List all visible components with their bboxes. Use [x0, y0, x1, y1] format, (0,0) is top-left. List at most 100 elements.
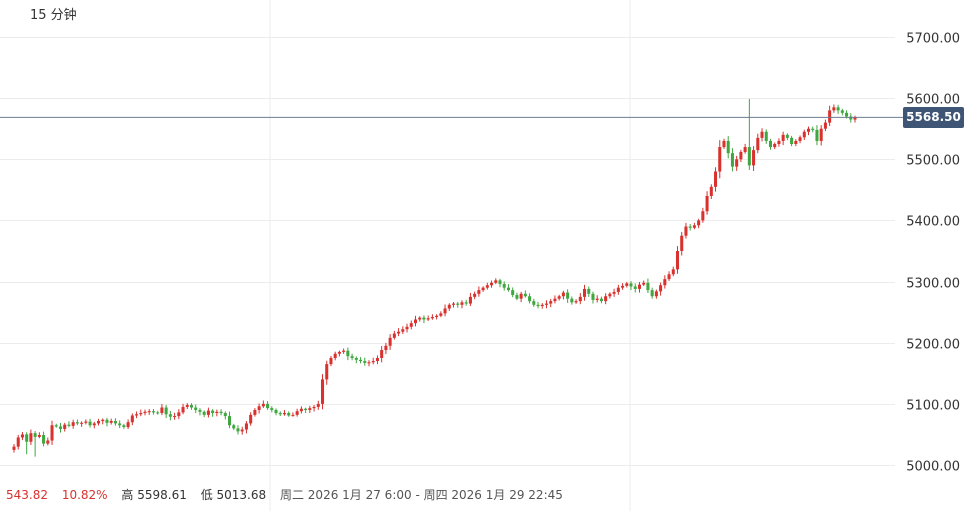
candle-body: [536, 304, 540, 307]
candle-body: [701, 211, 705, 221]
candle-body: [173, 416, 177, 418]
candle-body: [760, 131, 764, 138]
candle-body: [118, 423, 122, 426]
candle-body: [168, 414, 172, 417]
candle-body: [430, 317, 434, 319]
change-percent: 10.82%: [61, 488, 108, 502]
candle-body: [164, 407, 168, 415]
y-tick-label: 5000.00: [906, 460, 960, 475]
candle-body: [756, 137, 760, 151]
candle-body: [663, 279, 667, 286]
y-tick-label: 5300.00: [906, 277, 960, 292]
candle-body: [299, 408, 303, 412]
candle-body: [718, 147, 722, 172]
candle-body: [595, 298, 599, 300]
candle-body: [367, 362, 371, 364]
candle-body: [675, 251, 680, 270]
candle-body: [287, 413, 291, 416]
candle-body: [177, 412, 181, 417]
candle-body: [185, 405, 189, 407]
candle-body: [67, 424, 71, 426]
candle-body: [621, 285, 625, 288]
candle-body: [325, 364, 329, 380]
candle-body: [151, 411, 155, 413]
candle-body: [388, 337, 392, 346]
candle-body: [359, 359, 363, 362]
candle-body: [515, 295, 519, 299]
candle-body: [811, 128, 815, 130]
candle-body: [130, 415, 134, 423]
candle-body: [147, 411, 151, 413]
candle-body: [236, 428, 240, 432]
candle-body: [578, 296, 582, 302]
candle-body: [401, 329, 405, 332]
y-tick-label: 5600.00: [906, 93, 960, 108]
candle-body: [566, 292, 570, 299]
candle-body: [12, 446, 16, 450]
candle-body: [456, 303, 460, 305]
candle-body: [447, 304, 451, 309]
candle-body: [97, 420, 101, 424]
candle-body: [570, 298, 574, 303]
candle-body: [232, 425, 236, 429]
candle-body: [659, 285, 663, 292]
y-tick-label: 5700.00: [906, 32, 960, 47]
candle-body: [722, 140, 726, 148]
candle-body: [354, 358, 358, 360]
candle-body: [591, 293, 595, 300]
candle-body: [650, 290, 654, 297]
candle-body: [435, 315, 439, 318]
candle-body: [688, 226, 692, 228]
candle-body: [587, 288, 591, 294]
candle-body: [413, 319, 418, 324]
candle-body: [342, 350, 346, 352]
candle-body: [113, 420, 117, 424]
candle-body: [422, 317, 426, 320]
candle-body: [625, 283, 629, 286]
interval-label[interactable]: 15 分钟: [30, 8, 77, 23]
candle-body: [494, 280, 498, 283]
candle-body: [101, 419, 105, 421]
candle-body: [468, 296, 472, 304]
candle-body: [312, 406, 316, 409]
candle-body: [278, 413, 282, 415]
candle-body: [612, 291, 616, 294]
candle-body: [92, 423, 96, 426]
candle-body: [777, 140, 781, 144]
last-price-tag: 5568.50: [903, 106, 964, 128]
candle-body: [274, 409, 278, 414]
candle-body: [253, 409, 257, 415]
candle-body: [790, 137, 794, 144]
candle-body: [88, 421, 92, 426]
change-value: 543.82: [6, 488, 48, 502]
candle-body: [828, 110, 832, 123]
candle-body: [105, 419, 109, 423]
candle-body: [785, 134, 789, 138]
candle-body: [156, 412, 160, 414]
candle-body: [333, 353, 337, 358]
candle-body: [160, 407, 164, 414]
candle-body: [363, 361, 367, 363]
candle-body: [671, 269, 675, 275]
candle-body: [523, 293, 527, 297]
candle-body: [194, 407, 198, 410]
candle-body: [63, 424, 67, 429]
candle-body: [616, 287, 620, 292]
candle-body: [730, 153, 734, 167]
candle-body: [764, 131, 768, 141]
candle-body: [853, 117, 857, 120]
candle-body: [832, 107, 836, 111]
candle-body: [823, 122, 827, 129]
candle-body: [375, 358, 379, 362]
candle-body: [384, 345, 388, 351]
candle-body: [705, 195, 709, 212]
candle-body: [692, 225, 696, 228]
candle-body: [654, 291, 658, 297]
y-tick-label: 5200.00: [906, 338, 960, 353]
candle-body: [320, 379, 325, 404]
candle-body: [198, 409, 202, 412]
candle-body: [219, 411, 223, 414]
candle-body: [743, 147, 747, 152]
